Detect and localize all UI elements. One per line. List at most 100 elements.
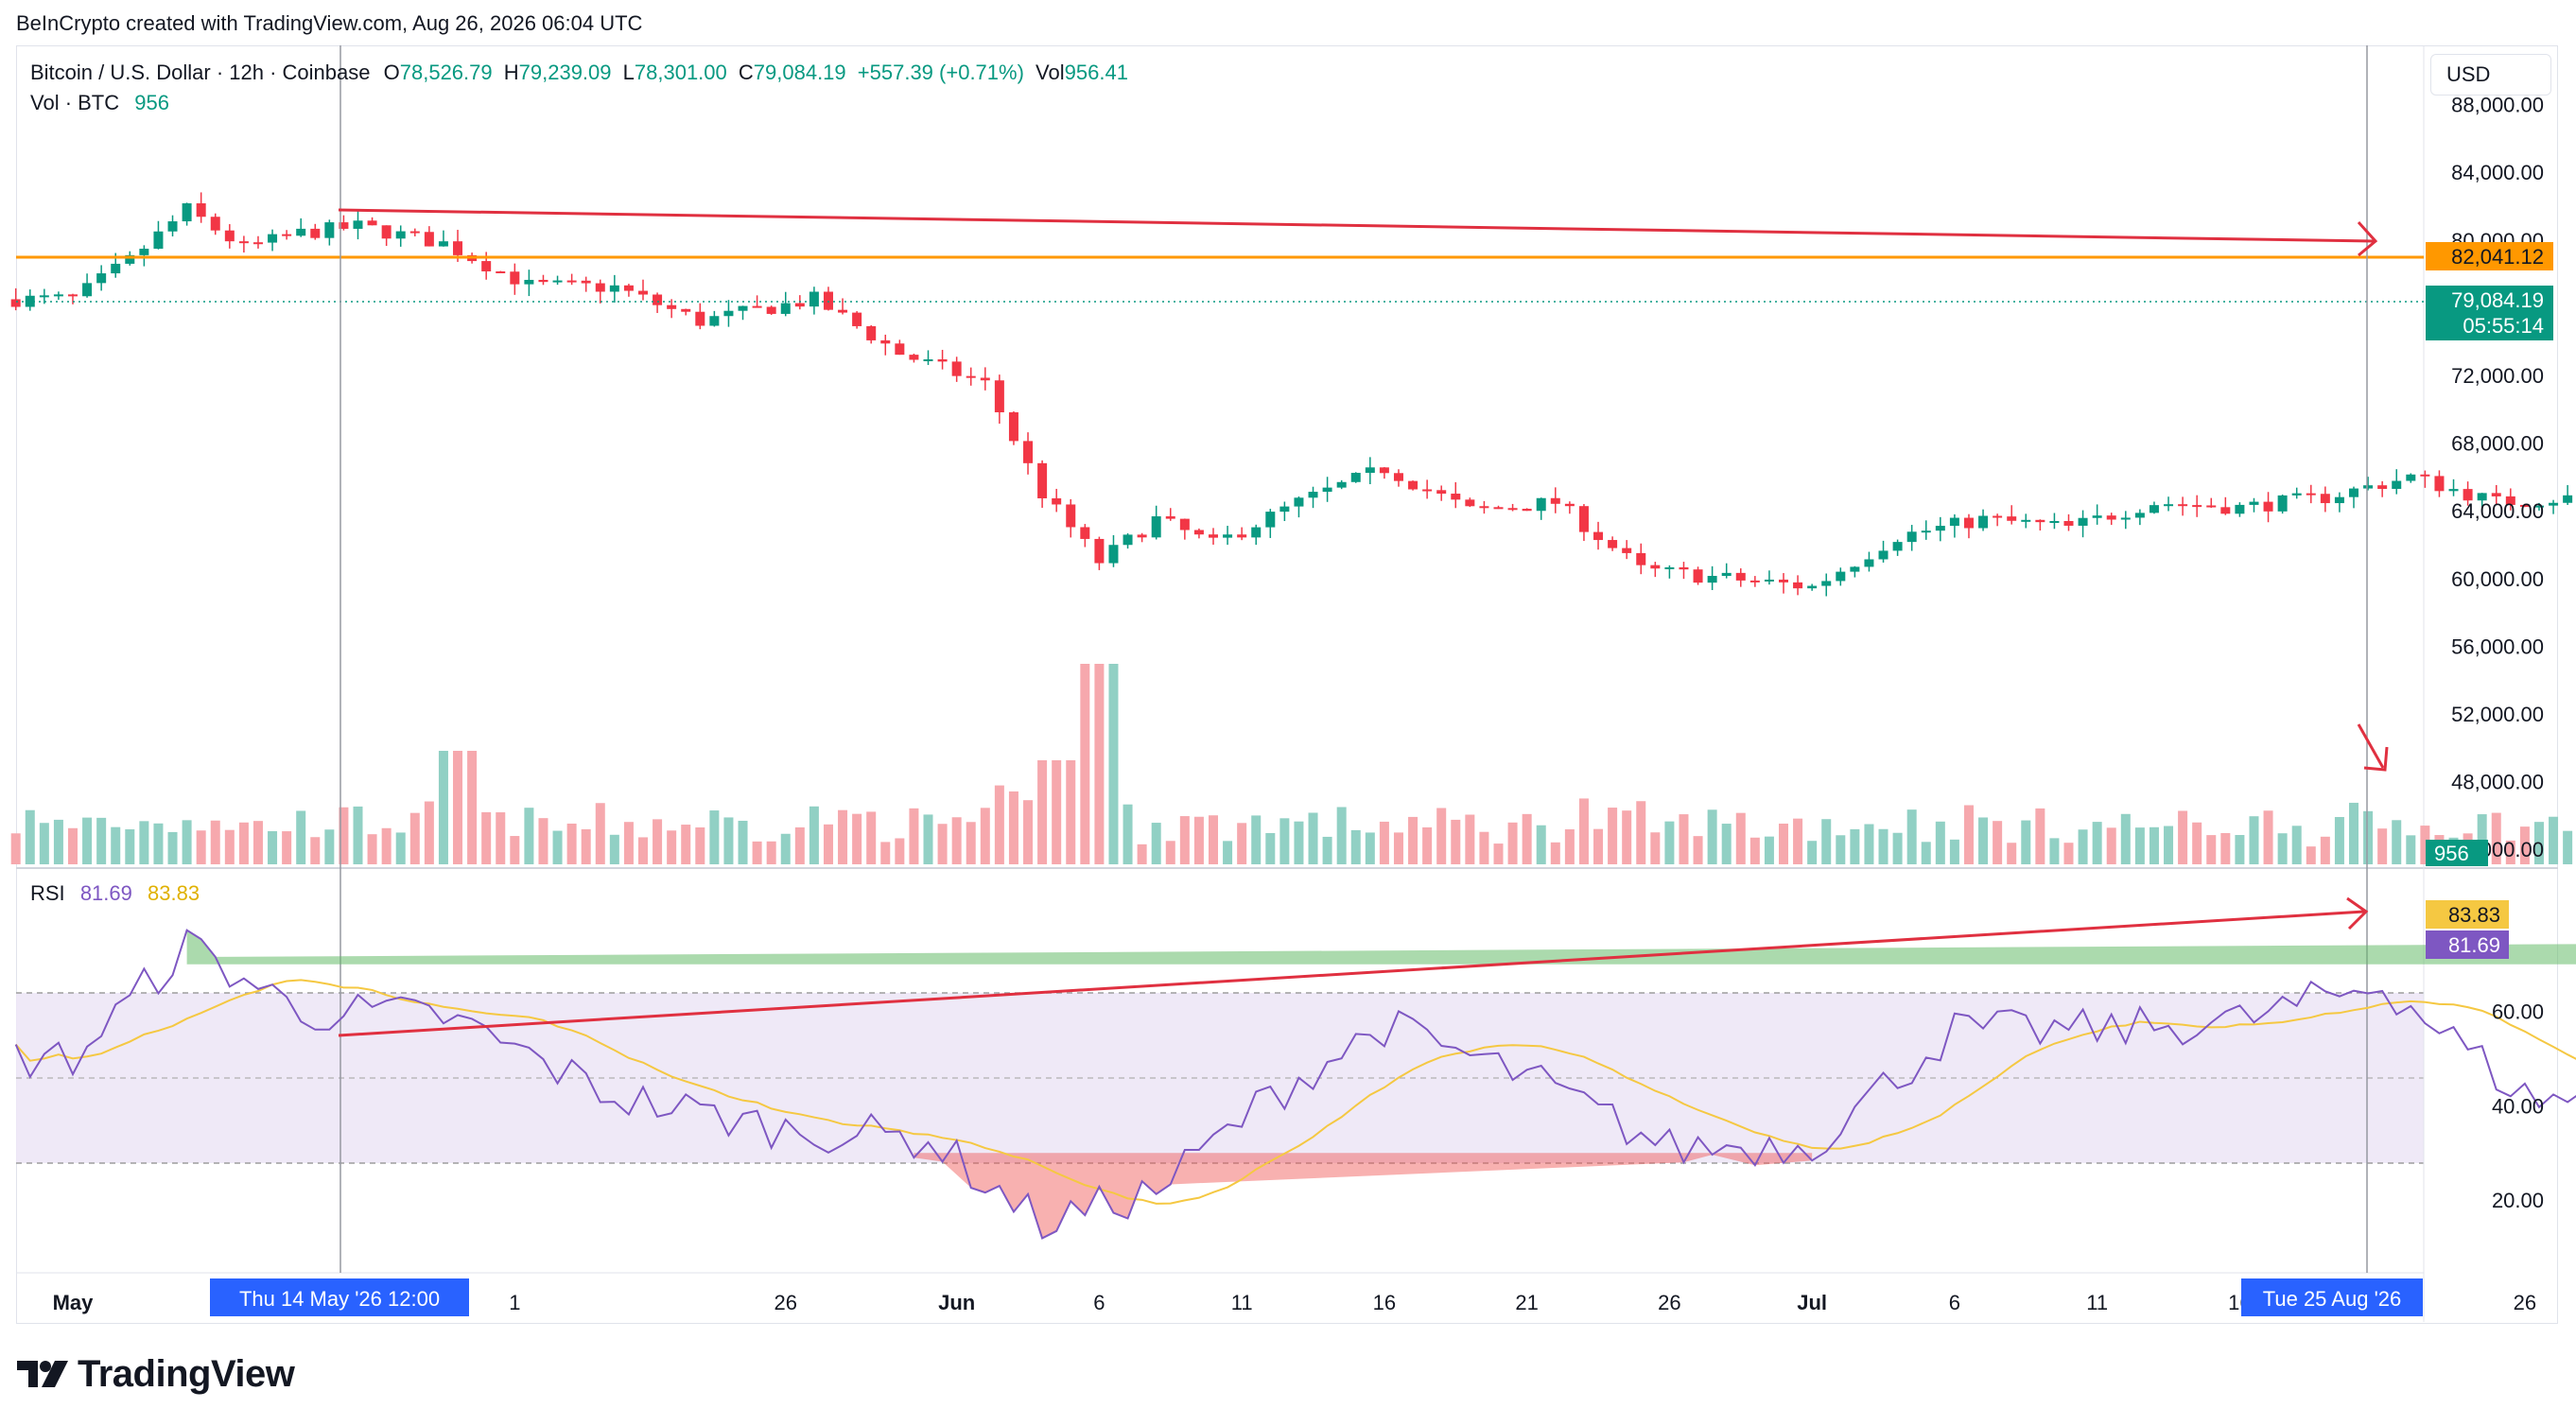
volume-bar [1807,841,1818,864]
rsi-ma-badge-bg [2426,900,2509,929]
volume-bar [994,785,1004,864]
volume-series-label[interactable]: Vol · BTC [30,91,120,114]
rsi-ma-badge-label: 83.83 [2448,903,2500,927]
candle-body [2320,494,2330,504]
countdown-badge-label: 05:55:14 [2463,314,2544,338]
symbol-label[interactable]: Bitcoin / U.S. Dollar · 12h · Coinbase [30,61,371,84]
rsi-axis-tick: 20.00 [2492,1189,2544,1212]
volume-bar [296,810,306,864]
volume-arrow-annotation[interactable] [2357,723,2385,769]
volume-bar [1408,816,1419,864]
volume-bar [339,807,349,864]
candle-body [1693,569,1703,583]
price-axis-tick: 88,000.00 [2451,94,2544,117]
volume-bar [1165,841,1175,864]
candle-body [167,221,178,232]
candle-body [1721,572,1732,577]
price-candles [10,192,2573,597]
candle-body [809,291,819,307]
candle-body [2477,493,2487,501]
candle-body [880,339,891,344]
candle-body [1308,492,1318,498]
candle-body [1465,499,1475,507]
time-axis-tick: May [53,1291,95,1314]
candle-body [638,290,648,295]
rsi-line [14,929,2576,1240]
volume-bar [1578,798,1589,864]
candle-body [1165,516,1175,519]
rsi-oversold-fill [914,1153,1813,1239]
currency-button[interactable]: USD [2430,54,2551,96]
rsi-trendline-annotation[interactable] [338,910,2365,1037]
candle-body [2134,513,2145,518]
candle-body [766,306,776,314]
volume-bar [2249,816,2259,864]
candle-body [1023,441,1034,463]
candle-body [481,261,492,271]
candle-body [1094,538,1105,564]
candle-body [409,231,420,234]
rsi-ma-line [14,979,2576,1205]
candle-body [82,283,93,297]
candle-body [1080,527,1090,539]
volume-bar [709,810,720,864]
volume-bar [2533,822,2544,864]
candle-body [1251,527,1262,538]
volume-legend: Vol · BTC 956 [30,91,169,115]
candle-body [25,295,35,307]
volume-bar [1921,842,1931,864]
last-price-badge-label: 79,084.19 [2451,288,2544,312]
price-axis-tick: 48,000.00 [2451,771,2544,794]
volume-bar [2349,802,2358,864]
open-value: 78,526.79 [399,61,493,84]
candle-body [2505,496,2515,505]
candle-body [2035,519,2045,523]
candle-body [866,325,877,340]
volume-bar [809,806,819,864]
candle-body [1008,412,1018,442]
rsi-axis-tick: 40.00 [2492,1094,2544,1118]
rsi-label[interactable]: RSI [30,881,65,905]
volume-bar [838,809,848,864]
time-axis-tick: 26 [2514,1291,2536,1314]
volume-bar [2220,832,2231,864]
candle-body [2533,505,2544,508]
candle-body [552,280,563,283]
time-axis-tick: Jul [1797,1291,1827,1314]
volume-bar [424,801,434,864]
candle-body [381,225,392,239]
volume-bar [1864,824,1874,864]
candle-body [2120,517,2131,520]
candle-body [1209,534,1218,538]
price-trendline-annotation[interactable] [338,208,2375,243]
volume-bar [2491,812,2501,864]
time-axis-tick: Jun [938,1291,975,1314]
candle-body [653,294,663,305]
candle-body [1550,497,1560,504]
volume-bar [409,812,420,864]
candle-body [1052,497,1062,505]
volume-bar [1836,835,1846,864]
candle-body [2277,495,2288,512]
tradingview-logo[interactable]: TradingView [17,1350,295,1398]
candle-body [2549,502,2559,506]
volume-bar [1935,821,1945,864]
volume-label: Vol [1036,61,1065,84]
time-axis-tick: 6 [1093,1291,1105,1314]
candle-body [524,279,534,285]
volume-bar [1451,819,1461,864]
volume-bar [1037,760,1048,864]
candle-body [2092,515,2102,518]
volume-bar [2192,822,2202,864]
volume-bar [1622,810,1632,864]
candle-body [53,294,63,297]
volume-bar [167,831,178,864]
level-price-badge-bg [2426,242,2553,270]
volume-bar [1906,809,1917,864]
volume-bar [1536,825,1546,864]
volume-bar [1379,821,1389,864]
volume-bar [1963,805,1974,864]
rsi-ma-value: 83.83 [148,881,200,905]
volume-bar [381,827,392,864]
